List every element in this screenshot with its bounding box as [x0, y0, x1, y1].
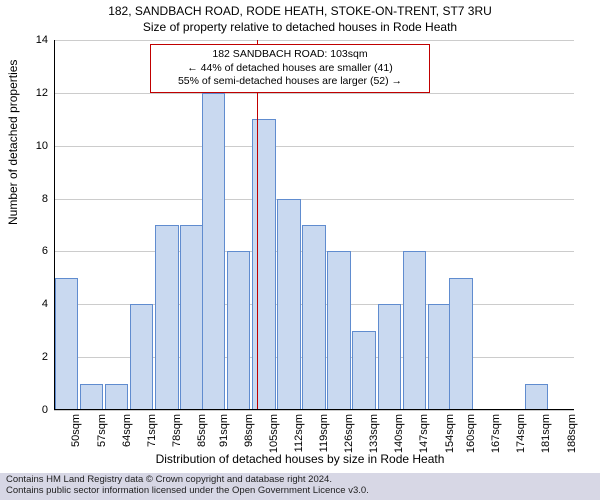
- x-tick-label: 57sqm: [96, 414, 108, 447]
- bar: [327, 251, 351, 410]
- y-tick-label: 8: [42, 193, 48, 205]
- footer-line2: Contains public sector information licen…: [6, 486, 594, 497]
- x-tick-label: 167sqm: [490, 414, 502, 453]
- bar: [449, 278, 473, 410]
- y-tick-label: 12: [36, 87, 48, 99]
- bar: [277, 199, 301, 410]
- x-tick-label: 78sqm: [171, 414, 183, 447]
- bar: [352, 331, 376, 410]
- y-tick-label: 0: [42, 404, 48, 416]
- x-tick-label: 188sqm: [566, 414, 578, 453]
- x-tick-label: 119sqm: [318, 414, 330, 452]
- bar: [252, 119, 276, 410]
- x-tick-label: 181sqm: [540, 414, 552, 453]
- bar: [202, 93, 226, 410]
- bar: [180, 225, 204, 410]
- x-tick-label: 105sqm: [268, 414, 280, 453]
- y-tick-label: 10: [36, 140, 48, 152]
- bar: [302, 225, 326, 410]
- gridline: [54, 199, 574, 200]
- bar: [130, 304, 154, 410]
- chart-title-line2: Size of property relative to detached ho…: [0, 20, 600, 34]
- bar: [80, 384, 104, 410]
- bar: [428, 304, 452, 410]
- annotation-line: 55% of semi-detached houses are larger (…: [157, 75, 423, 89]
- bar: [378, 304, 402, 410]
- bar: [403, 251, 427, 410]
- bar: [155, 225, 179, 410]
- x-tick-label: 147sqm: [418, 414, 430, 453]
- gridline: [54, 40, 574, 41]
- plot-area: [54, 40, 574, 410]
- gridline: [54, 93, 574, 94]
- x-tick-label: 98sqm: [243, 414, 255, 447]
- gridline: [54, 146, 574, 147]
- bar: [55, 278, 79, 410]
- x-tick-label: 126sqm: [343, 414, 355, 453]
- x-axis-line: [54, 409, 574, 410]
- bar: [105, 384, 129, 410]
- footer: Contains HM Land Registry data © Crown c…: [0, 473, 600, 500]
- bar: [525, 384, 549, 410]
- y-axis-label: Number of detached properties: [6, 60, 20, 225]
- bar: [227, 251, 251, 410]
- x-tick-label: 140sqm: [393, 414, 405, 453]
- x-tick-label: 112sqm: [293, 414, 305, 452]
- reference-line: [257, 40, 258, 410]
- x-tick-label: 64sqm: [121, 414, 133, 447]
- x-tick-label: 133sqm: [368, 414, 380, 453]
- x-tick-label: 85sqm: [196, 414, 208, 447]
- x-tick-label: 154sqm: [444, 414, 456, 453]
- x-tick-label: 160sqm: [465, 414, 477, 453]
- chart-container: 182, SANDBACH ROAD, RODE HEATH, STOKE-ON…: [0, 0, 600, 500]
- x-tick-label: 50sqm: [70, 414, 82, 447]
- x-tick-label: 91sqm: [218, 414, 230, 447]
- gridline: [54, 410, 574, 411]
- x-axis-label: Distribution of detached houses by size …: [0, 452, 600, 466]
- annotation-line: 182 SANDBACH ROAD: 103sqm: [157, 48, 423, 62]
- y-axis-line: [54, 40, 55, 410]
- chart-title-line1: 182, SANDBACH ROAD, RODE HEATH, STOKE-ON…: [0, 4, 600, 18]
- x-tick-label: 174sqm: [515, 414, 527, 453]
- x-tick-label: 71sqm: [146, 414, 158, 447]
- y-tick-label: 4: [42, 298, 48, 310]
- y-tick-label: 14: [36, 34, 48, 46]
- y-tick-label: 2: [42, 351, 48, 363]
- annotation-box: 182 SANDBACH ROAD: 103sqm← 44% of detach…: [150, 44, 430, 93]
- y-tick-label: 6: [42, 245, 48, 257]
- annotation-line: ← 44% of detached houses are smaller (41…: [157, 62, 423, 76]
